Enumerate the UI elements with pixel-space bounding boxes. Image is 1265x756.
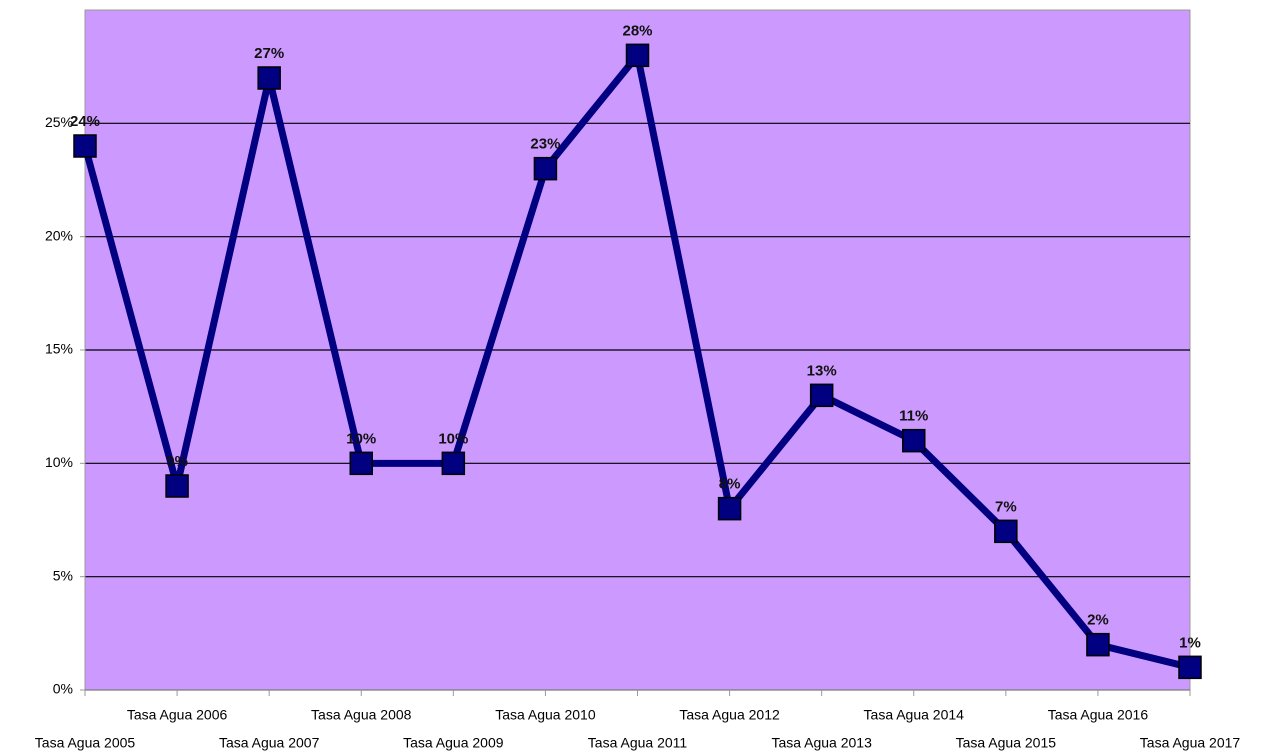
x-tick-label: Tasa Agua 2013 (771, 735, 872, 751)
marker (717, 496, 742, 521)
value-label: 2% (1087, 612, 1109, 629)
marker (349, 451, 373, 476)
marker (1178, 655, 1202, 680)
x-tick-label: Tasa Agua 2011 (588, 735, 688, 751)
x-tick-label: Tasa Agua 2017 (1140, 735, 1241, 751)
y-tick-label: 0% (53, 681, 73, 697)
value-label: 27% (254, 45, 284, 62)
marker (257, 66, 281, 90)
x-tick-label: Tasa Agua 2008 (311, 707, 412, 723)
marker (809, 383, 834, 408)
value-label: 11% (899, 408, 928, 425)
marker (533, 156, 558, 181)
x-tick-label: Tasa Agua 2010 (495, 707, 596, 723)
y-tick-label: 15% (45, 341, 73, 357)
value-label: 10% (438, 430, 468, 447)
y-tick-label: 5% (53, 567, 73, 583)
value-label: 8% (719, 476, 741, 493)
marker (625, 43, 650, 68)
value-label: 10% (346, 430, 376, 447)
marker (994, 519, 1018, 544)
x-tick-label: Tasa Agua 2015 (956, 735, 1057, 751)
value-label: 23% (530, 136, 560, 153)
marker (73, 134, 97, 158)
x-tick-label: Tasa Agua 2012 (679, 707, 780, 723)
x-tick-label: Tasa Agua 2007 (219, 735, 320, 751)
x-tick-label: Tasa Agua 2014 (864, 707, 965, 723)
y-tick-label: 20% (45, 227, 73, 243)
value-label: 7% (995, 498, 1017, 515)
x-tick-label: Tasa Agua 2006 (127, 707, 228, 723)
marker (441, 451, 466, 476)
x-tick-label: Tasa Agua 2016 (1048, 707, 1149, 723)
y-tick-label: 10% (45, 454, 73, 470)
value-label: 1% (1179, 634, 1201, 651)
value-label: 28% (622, 22, 652, 39)
y-tick-label: 25% (45, 114, 73, 130)
marker (902, 428, 926, 453)
x-tick-label: Tasa Agua 2009 (403, 735, 504, 751)
marker (165, 474, 189, 498)
value-label: 24% (70, 113, 100, 130)
x-tick-label: Tasa Agua 2005 (35, 735, 136, 751)
marker (1086, 632, 1110, 657)
value-label: 13% (807, 362, 837, 379)
value-label: 9% (166, 453, 188, 470)
